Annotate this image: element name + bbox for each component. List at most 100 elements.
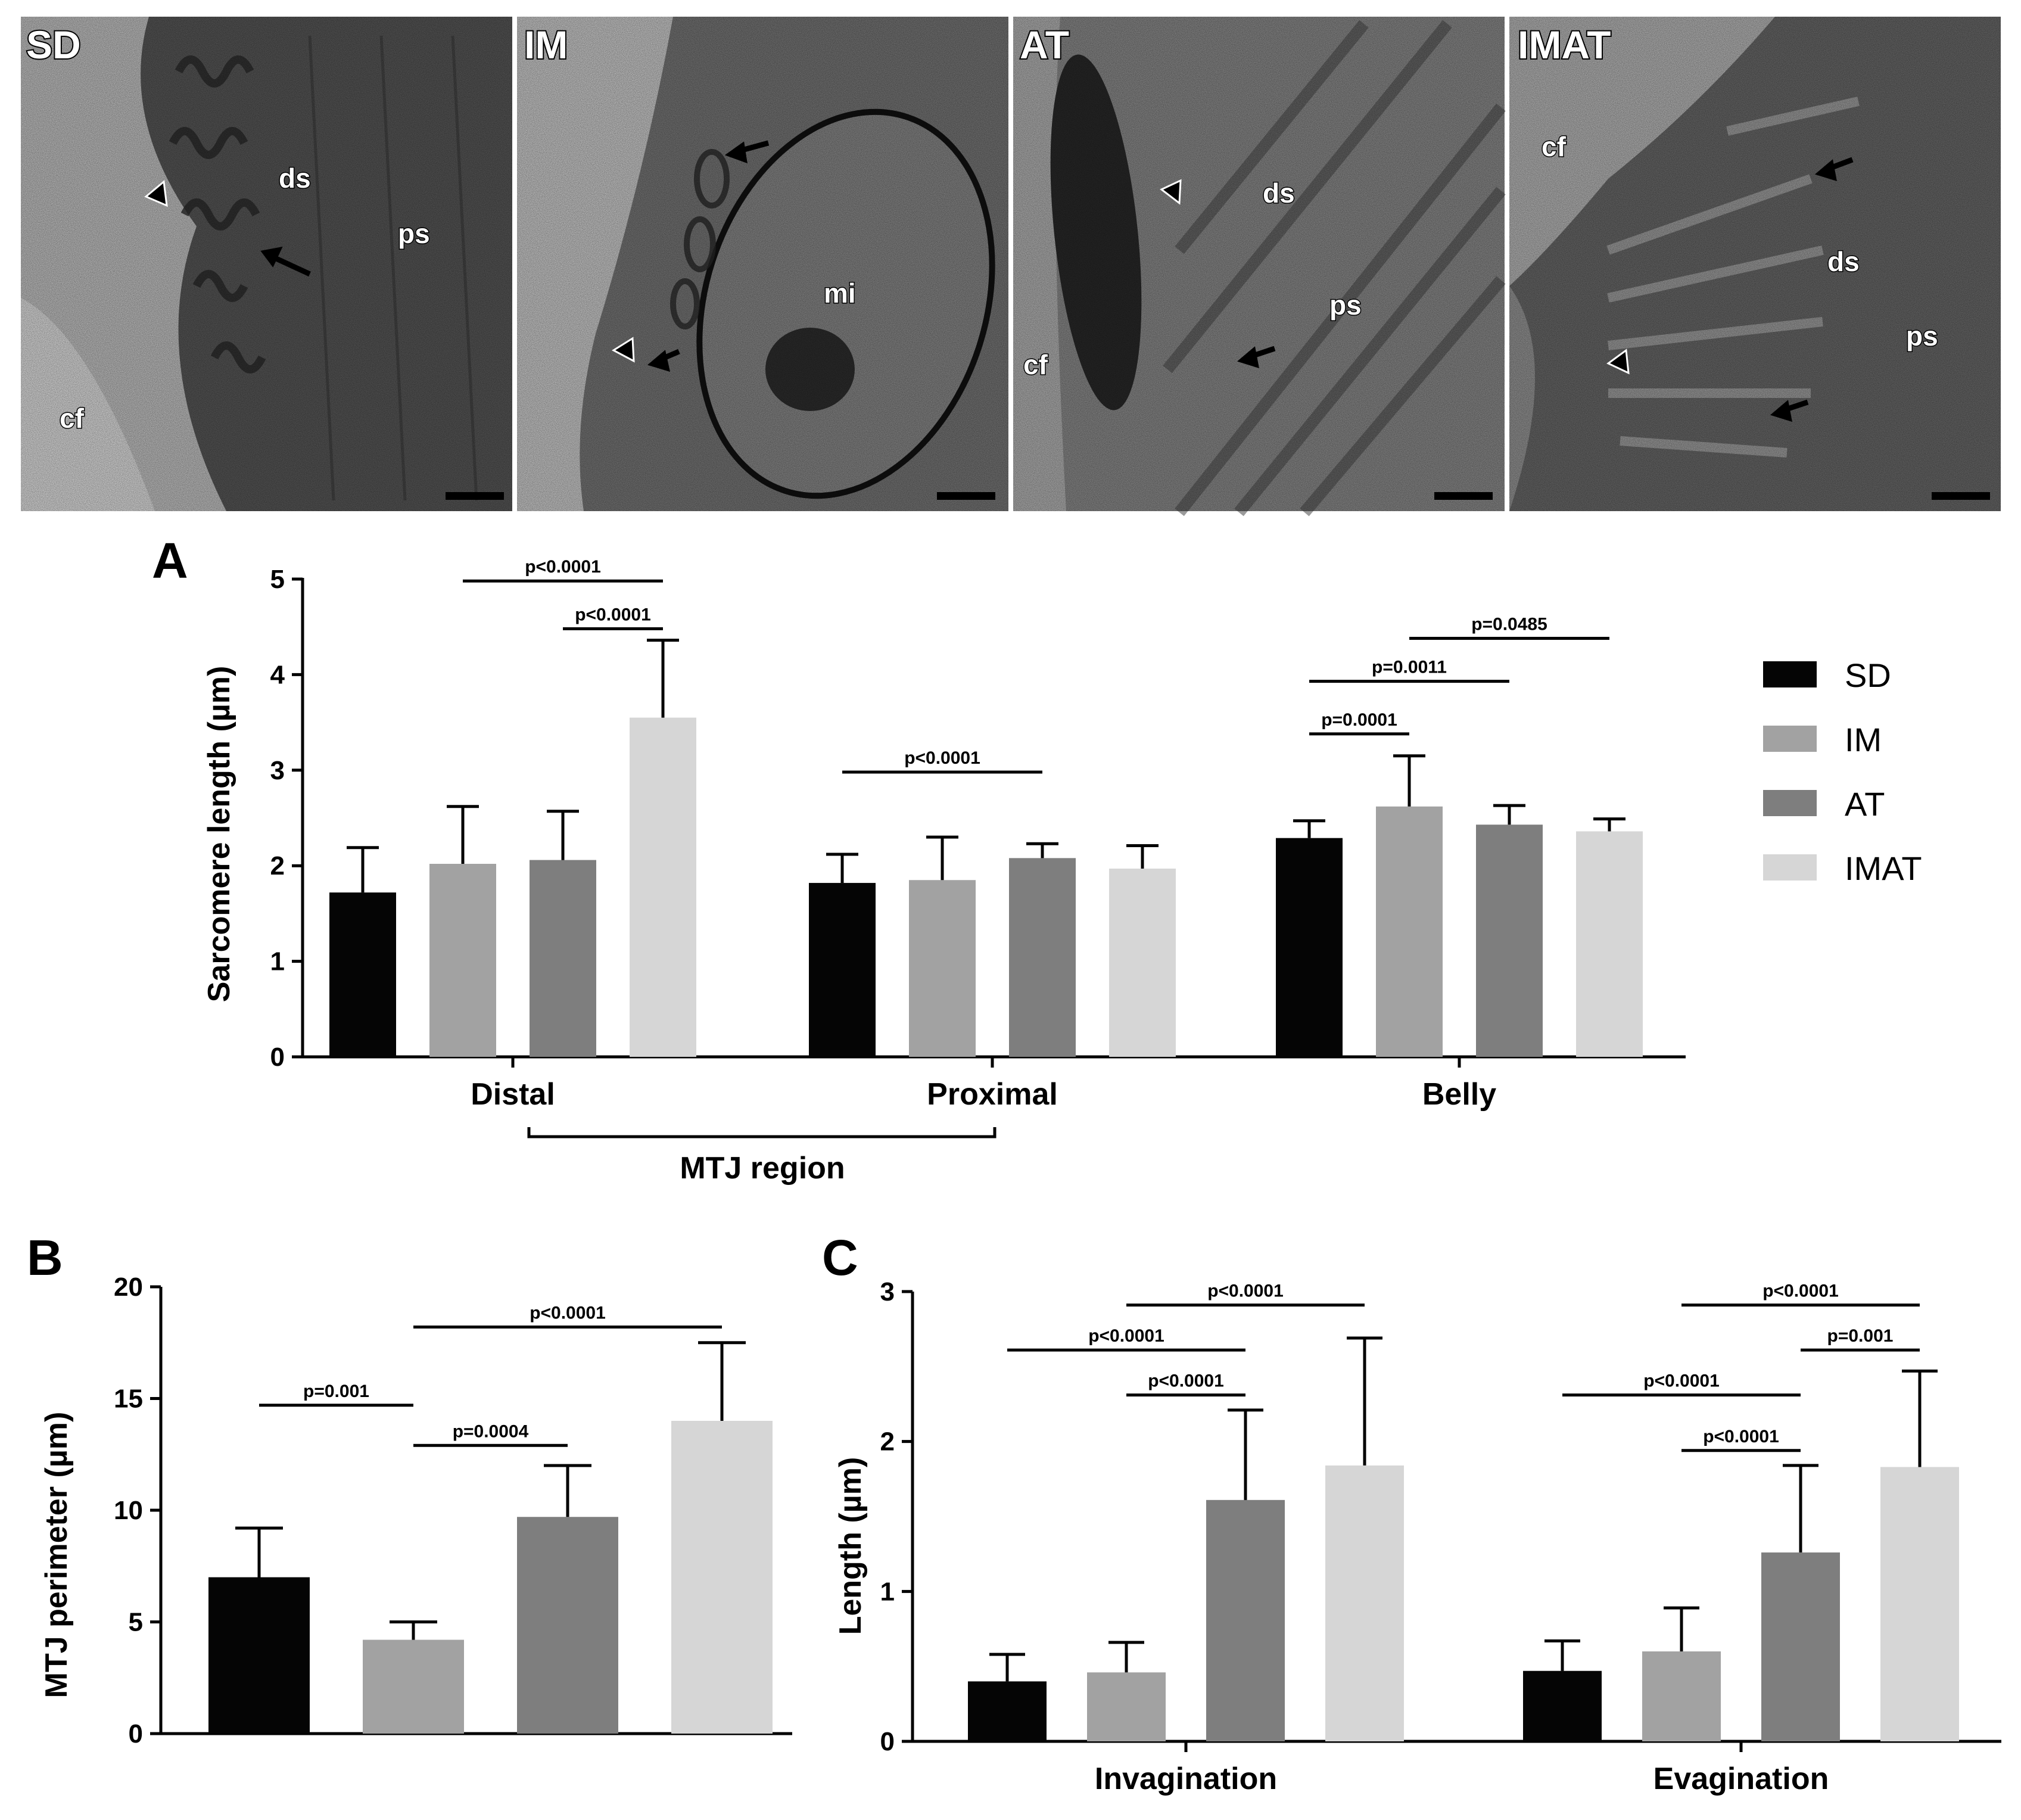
y-ticks: 0 1 2 3 (880, 1277, 913, 1756)
bar-group (329, 717, 1643, 1057)
legend-swatch (1763, 726, 1817, 752)
arrow-icon (724, 140, 770, 164)
legend-label: AT (1845, 785, 1885, 823)
legend-swatch (1763, 790, 1817, 816)
significance-label: p=0.0011 (1372, 658, 1447, 677)
bar-imat (1325, 1465, 1404, 1741)
category-labels: Invagination Evagination (1095, 1741, 1829, 1796)
annotation-mi: mi (824, 278, 856, 309)
y-tick-label: 1 (270, 947, 285, 976)
significance-label: p<0.0001 (1088, 1326, 1164, 1346)
significance-label: p=0.0004 (453, 1421, 529, 1441)
micrograph-sd: SD ds ps cf (21, 17, 512, 511)
bar-im (363, 1639, 464, 1734)
significance-label: p<0.0001 (1148, 1371, 1224, 1391)
chart-a: A Sarcomere length (µm) 0 1 2 3 4 5 Distal Pro… (152, 533, 1922, 1186)
chart-b: B MTJ perimeter (µm) 0 5 10 15 20 p<0.0001 p=… (27, 1230, 792, 1749)
scale-bar (1434, 492, 1493, 500)
significance-label: p<0.0001 (530, 1303, 606, 1323)
category-labels: Distal Proximal Belly (471, 1057, 1496, 1112)
chart-c: C Length (µm) 0 1 2 3 Invagination Evaginati… (822, 1230, 2001, 1796)
annotation-cf: cf (1542, 131, 1567, 162)
legend-item-imat: IMAT (1763, 850, 1922, 887)
y-tick-label: 2 (880, 1427, 895, 1457)
bar-im (429, 863, 496, 1057)
micrograph-strip: SD ds ps cf IM mi (21, 17, 2001, 517)
bar-group (208, 1421, 773, 1734)
arrowhead-icon (144, 180, 168, 207)
arrowhead-icon (611, 337, 635, 363)
scale-bar (937, 492, 995, 500)
panel-letter-a: A (152, 533, 188, 589)
y-axis-title: Length (µm) (833, 1457, 868, 1635)
bar-at (1476, 825, 1543, 1057)
bar-im (909, 880, 976, 1057)
y-tick-label: 4 (270, 660, 285, 689)
category-label: Distal (471, 1077, 555, 1112)
error-bars (235, 1341, 746, 1640)
significance-label: p=0.0001 (1321, 710, 1397, 730)
bar-imat (1576, 831, 1643, 1057)
y-tick-label: 0 (129, 1719, 143, 1749)
category-label: Evagination (1653, 1762, 1829, 1796)
scale-bar (446, 492, 504, 500)
arrow-icon (1814, 157, 1854, 182)
significance-label: p<0.0001 (1643, 1371, 1720, 1391)
arrow-icon (647, 349, 680, 372)
y-tick-label: 1 (880, 1577, 895, 1606)
bar-at (530, 860, 596, 1057)
y-tick-label: 20 (114, 1273, 143, 1302)
bar-at (1009, 858, 1076, 1057)
arrow-icon (1237, 346, 1276, 369)
y-ticks: 0 5 10 15 20 (114, 1273, 161, 1749)
arrowhead-icon (1160, 179, 1182, 205)
y-tick-label: 0 (270, 1043, 285, 1072)
bar-group (968, 1465, 1959, 1741)
bar-at (1761, 1552, 1840, 1741)
bar-sd (809, 883, 876, 1057)
bar-sd (1523, 1670, 1602, 1741)
y-tick-label: 5 (270, 565, 285, 594)
significance-label: p<0.0001 (1762, 1281, 1839, 1301)
panel-letter-c: C (822, 1230, 858, 1286)
bar-im (1642, 1651, 1721, 1741)
legend-swatch (1763, 854, 1817, 881)
legend-item-sd: SD (1763, 657, 1891, 694)
annotation-ps: ps (1906, 321, 1938, 351)
arrow-icon (260, 246, 311, 277)
category-label: Invagination (1095, 1762, 1277, 1796)
y-axis-title: MTJ perimeter (µm) (39, 1412, 74, 1698)
bar-imat (1880, 1467, 1959, 1741)
mtj-region-bracket: MTJ region (527, 1127, 997, 1186)
significance-label: p=0.0485 (1471, 614, 1547, 634)
bar-at (1206, 1499, 1285, 1741)
error-bars (347, 639, 1625, 893)
panel-letter-b: B (27, 1230, 63, 1286)
annotation-ps: ps (398, 218, 430, 249)
y-ticks: 0 1 2 3 4 5 (270, 565, 303, 1072)
annotation-ds: ds (279, 163, 311, 194)
bar-im (1376, 806, 1443, 1057)
significance-label: p<0.0001 (904, 748, 980, 768)
arrowhead-icon (1606, 349, 1630, 375)
significance-brackets: p<0.0001 p<0.0001 p<0.0001 p=0.0485 p=0.0011… (463, 557, 1609, 774)
y-tick-label: 3 (270, 756, 285, 785)
y-axis-title: Sarcomere length (µm) (202, 666, 236, 1003)
bar-sd (968, 1681, 1047, 1741)
mtj-region-label: MTJ region (680, 1151, 845, 1186)
y-tick-label: 5 (129, 1608, 143, 1637)
legend-label: IMAT (1845, 850, 1922, 887)
bar-sd (208, 1577, 310, 1734)
annotation-ds: ds (1263, 178, 1295, 209)
bar-sd (1276, 838, 1343, 1057)
significance-brackets: p<0.0001 p<0.0001 p<0.0001 p<0.0001 p=0.001 p… (1007, 1281, 1920, 1452)
micrograph-label: AT (1020, 23, 1069, 67)
legend-label: IM (1845, 721, 1882, 758)
annotation-ds: ds (1827, 246, 1860, 277)
significance-label: p=0.001 (303, 1382, 369, 1401)
micrograph-imat: IMAT cf ds ps (1509, 17, 2001, 511)
micrograph-label: SD (26, 23, 81, 67)
legend-item-at: AT (1763, 785, 1885, 823)
y-tick-label: 15 (114, 1385, 143, 1414)
micrograph-label: IMAT (1518, 23, 1611, 67)
